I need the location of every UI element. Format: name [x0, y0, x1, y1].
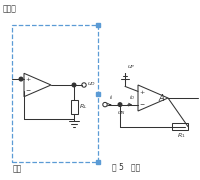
Text: $u_O$: $u_O$	[87, 80, 96, 88]
Circle shape	[72, 83, 76, 87]
Text: $R_L$: $R_L$	[79, 103, 88, 111]
Text: +: +	[25, 77, 31, 82]
Text: 图 5   电流: 图 5 电流	[112, 162, 140, 171]
Bar	[71, 100, 78, 114]
Text: +: +	[139, 90, 145, 95]
Text: $i_I$: $i_I$	[109, 93, 113, 102]
Text: $u_N$: $u_N$	[117, 109, 126, 116]
Text: −: −	[139, 101, 145, 106]
Text: 连接。: 连接。	[3, 4, 17, 13]
Circle shape	[19, 77, 23, 81]
Text: $u_P$: $u_P$	[127, 64, 136, 71]
Text: A: A	[158, 93, 164, 102]
Text: $R_1$: $R_1$	[177, 132, 185, 141]
Bar	[172, 123, 188, 130]
Text: 反馈: 反馈	[13, 164, 22, 173]
Bar	[12, 25, 98, 162]
Text: −: −	[25, 87, 31, 93]
Text: $i_D$: $i_D$	[129, 93, 135, 102]
Circle shape	[118, 103, 122, 106]
